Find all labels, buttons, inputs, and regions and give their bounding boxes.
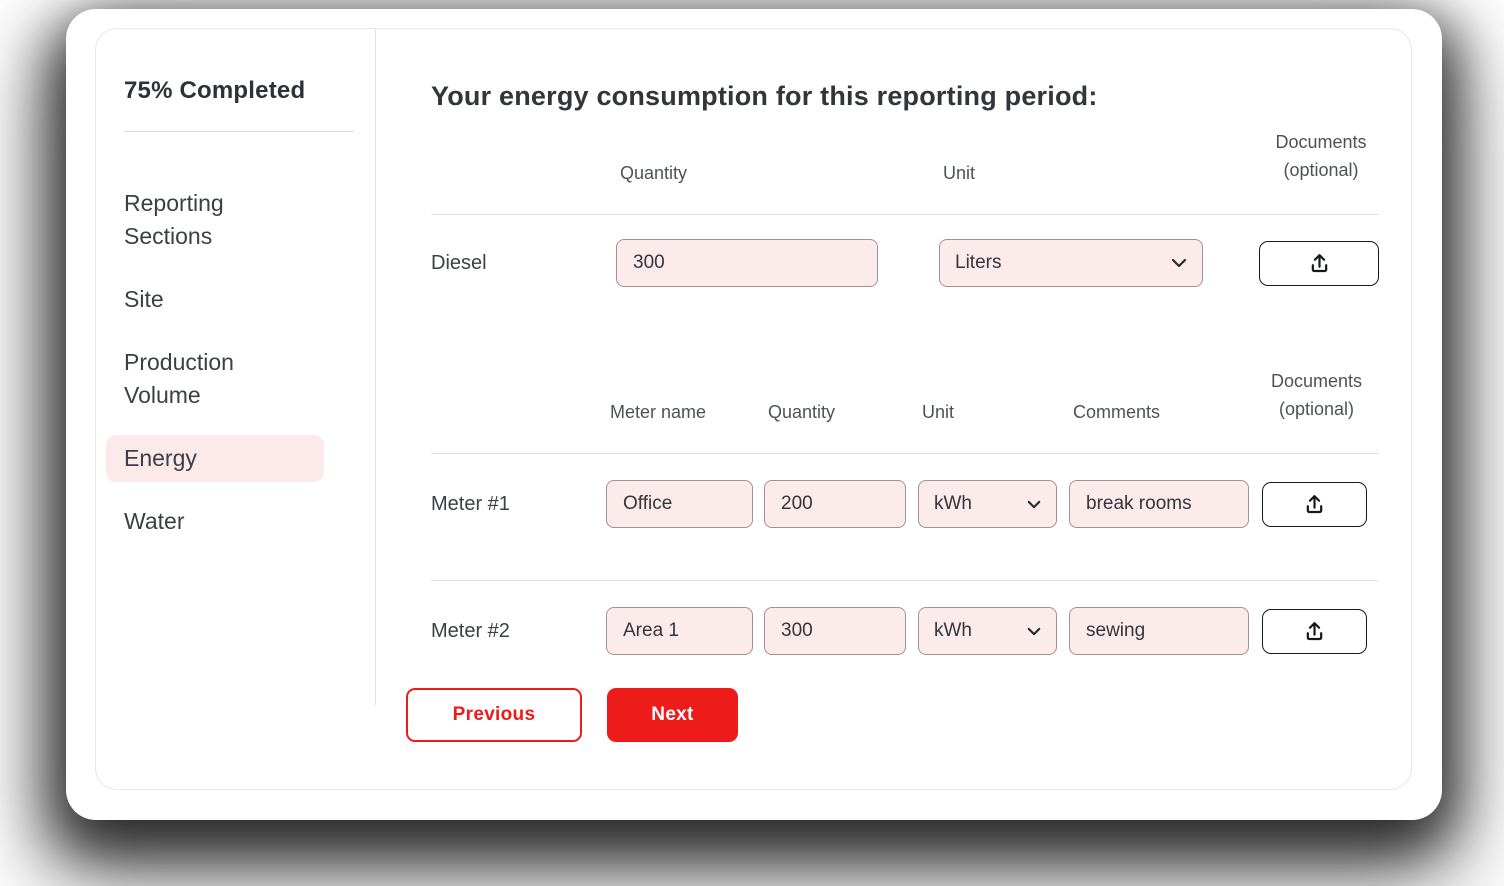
column-header-quantity: Quantity <box>768 402 836 422</box>
column-header-meter-name: Meter name <box>610 402 707 422</box>
meter1-unit-value: kWh <box>934 493 972 514</box>
sidebar-nav: Reporting Sections Site Production Volum… <box>106 180 375 545</box>
meter-row-2: Meter #2 kWh <box>431 580 1379 655</box>
next-button[interactable]: Next <box>607 688 738 742</box>
meter2-comments-input[interactable] <box>1069 607 1249 655</box>
report-card-inner: 75% Completed Reporting Sections Site Pr… <box>95 28 1412 790</box>
sidebar: 75% Completed Reporting Sections Site Pr… <box>96 29 376 705</box>
progress-label: 75% Completed <box>124 77 354 132</box>
sidebar-item-water[interactable]: Water <box>124 508 185 534</box>
column-header-comments: Comments <box>1073 402 1161 422</box>
column-header-unit: Unit <box>922 402 955 422</box>
diesel-quantity-input[interactable] <box>616 239 878 287</box>
report-card: 75% Completed Reporting Sections Site Pr… <box>66 9 1442 820</box>
row-label-diesel: Diesel <box>431 251 487 274</box>
sidebar-item-energy[interactable]: Energy <box>106 435 324 482</box>
fuel-table-header: Quantity Unit Documents (optional) <box>431 128 1379 184</box>
meter1-comments-input[interactable] <box>1069 480 1249 528</box>
diesel-unit-value: Liters <box>955 252 1002 273</box>
meter-row-1: Meter #1 kWh <box>431 453 1379 580</box>
wizard-nav-buttons: Previous Next <box>406 688 1379 742</box>
meter2-unit-select[interactable]: kWh <box>918 607 1057 655</box>
upload-icon <box>1306 494 1323 513</box>
column-header-documents: Documents (optional) <box>1275 132 1367 180</box>
meter1-upload-button[interactable] <box>1262 481 1367 527</box>
sidebar-item-site[interactable]: Site <box>124 286 164 312</box>
upload-icon <box>1311 253 1327 272</box>
meter2-quantity-input[interactable] <box>764 607 906 655</box>
column-header-unit: Unit <box>943 163 976 183</box>
column-header-documents: Documents (optional) <box>1270 371 1363 419</box>
diesel-unit-select[interactable]: Liters <box>939 239 1203 287</box>
meter2-name-input[interactable] <box>606 607 753 655</box>
row-label-meter-1: Meter #1 <box>431 492 510 515</box>
main-content: Your energy consumption for this reporti… <box>376 29 1411 789</box>
meter2-upload-button[interactable] <box>1262 608 1367 654</box>
meter2-unit-value: kWh <box>934 620 972 641</box>
fuel-row-diesel: Diesel Liters <box>431 214 1379 287</box>
upload-icon <box>1306 621 1323 640</box>
meter1-unit-select[interactable]: kWh <box>918 480 1057 528</box>
chevron-down-icon <box>1027 500 1041 508</box>
meter1-quantity-input[interactable] <box>764 480 906 528</box>
diesel-upload-button[interactable] <box>1259 240 1379 286</box>
column-header-quantity: Quantity <box>620 163 688 183</box>
sidebar-item-production-volume[interactable]: Production Volume <box>124 349 234 408</box>
row-label-meter-2: Meter #2 <box>431 619 510 642</box>
chevron-down-icon <box>1171 258 1187 268</box>
meter-table-header: Meter name Quantity Unit Comments Docume… <box>431 367 1379 423</box>
page-title: Your energy consumption for this reporti… <box>431 81 1098 111</box>
sidebar-item-reporting-sections[interactable]: Reporting Sections <box>124 190 224 249</box>
previous-button[interactable]: Previous <box>406 688 582 742</box>
chevron-down-icon <box>1027 627 1041 635</box>
meter1-name-input[interactable] <box>606 480 753 528</box>
